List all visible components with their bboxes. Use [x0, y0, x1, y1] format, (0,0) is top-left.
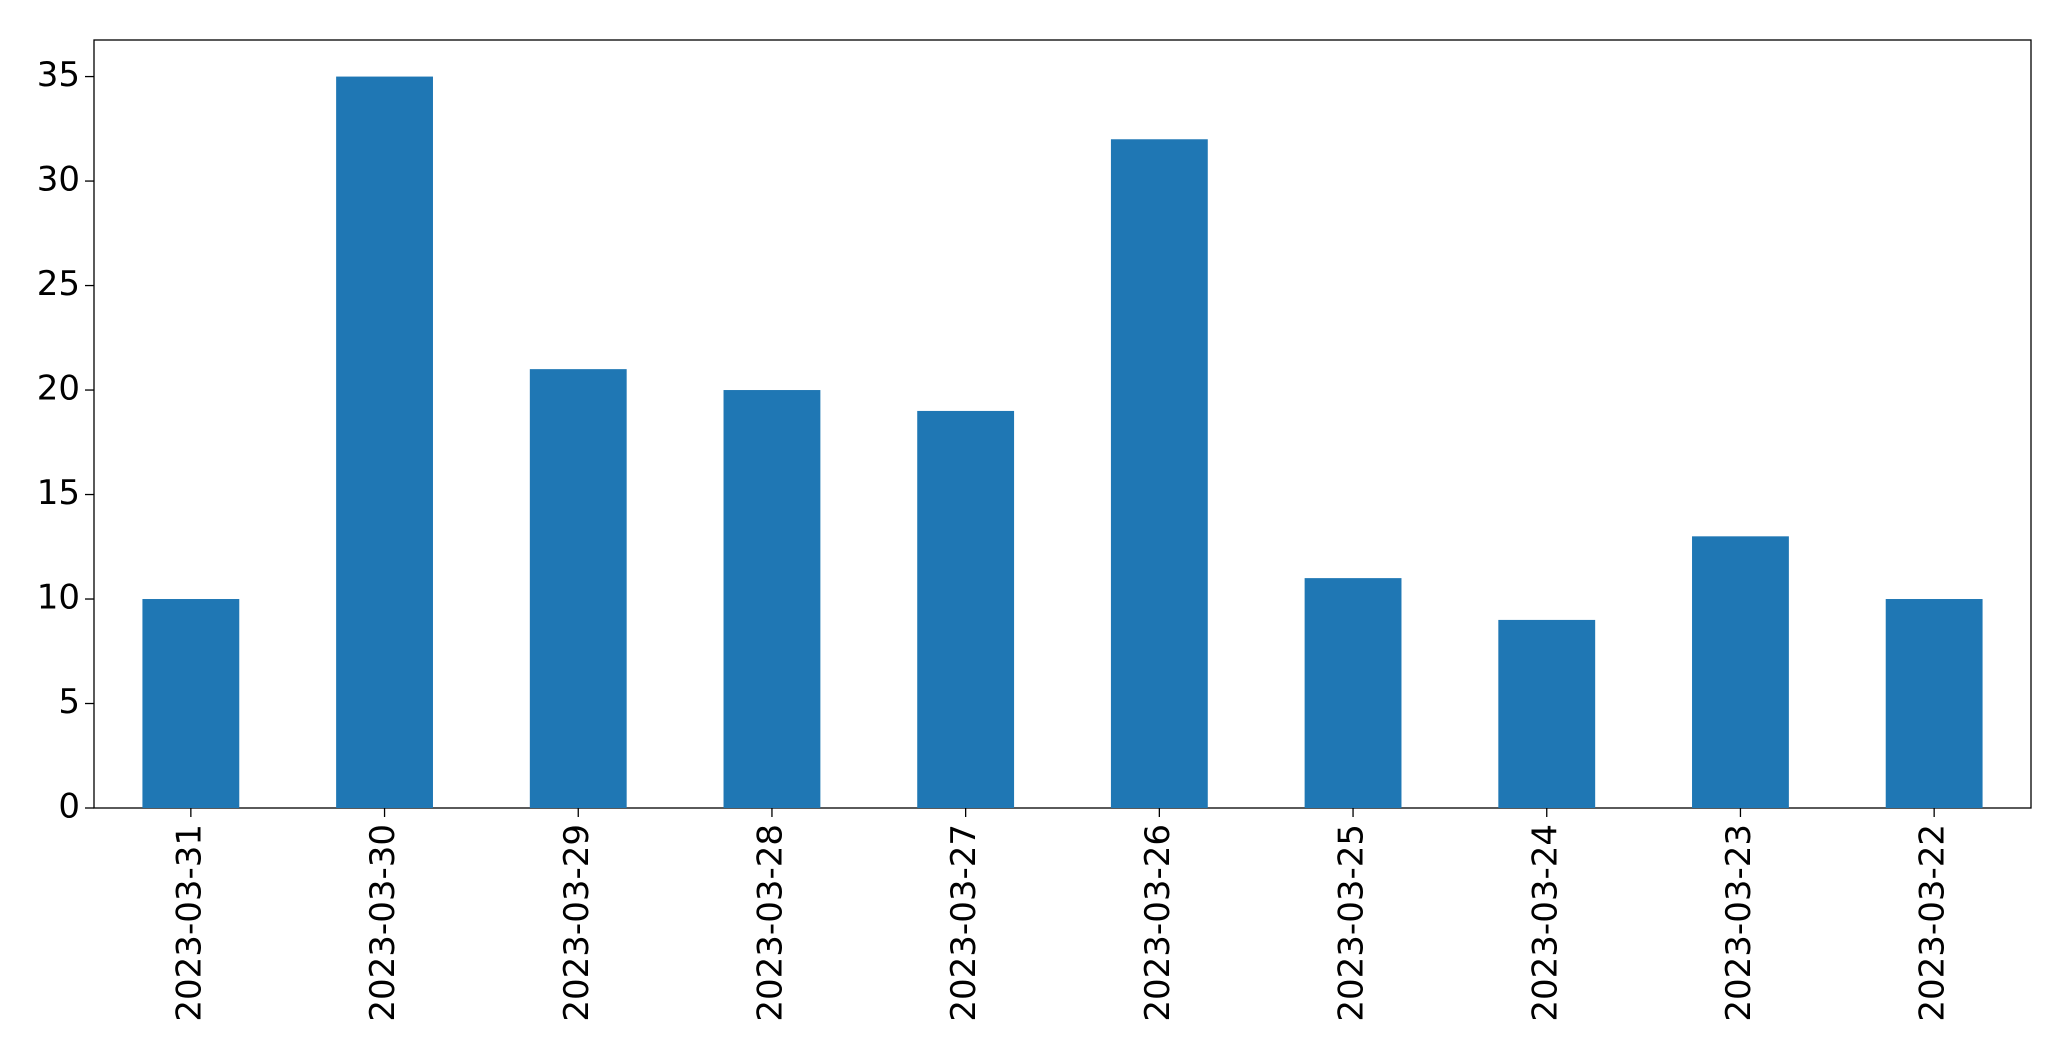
y-tick-label: 35	[37, 55, 80, 95]
x-tick-label: 2023-03-24	[1525, 824, 1565, 1022]
plot-frame	[93, 39, 2032, 809]
bar	[142, 599, 240, 808]
bar	[336, 76, 433, 809]
y-tick-label: 5	[58, 682, 80, 722]
x-tick-label: 2023-03-23	[1719, 824, 1759, 1022]
x-tick-label: 2023-03-22	[1913, 824, 1953, 1022]
bar	[1304, 578, 1402, 808]
y-tick-label: 30	[37, 160, 80, 200]
bar	[529, 369, 627, 808]
x-tick-label: 2023-03-30	[363, 824, 403, 1022]
bar	[1110, 139, 1208, 808]
y-tick-label: 25	[37, 264, 80, 304]
x-tick-label: 2023-03-29	[557, 824, 597, 1022]
y-tick-label: 15	[37, 473, 80, 513]
y-tick-label: 10	[37, 578, 80, 618]
bar	[1885, 599, 1983, 808]
bar	[1498, 619, 1596, 808]
x-tick-label: 2023-03-27	[944, 824, 984, 1022]
y-tick-label: 20	[37, 369, 80, 409]
x-tick-label: 2023-03-28	[750, 824, 790, 1022]
bar	[1692, 536, 1789, 808]
bar	[723, 390, 821, 808]
y-tick-label: 0	[58, 787, 80, 827]
bar	[917, 410, 1015, 808]
x-tick-label: 2023-03-31	[169, 824, 209, 1022]
x-tick-label: 2023-03-25	[1332, 824, 1372, 1022]
x-tick-label: 2023-03-26	[1138, 824, 1178, 1022]
